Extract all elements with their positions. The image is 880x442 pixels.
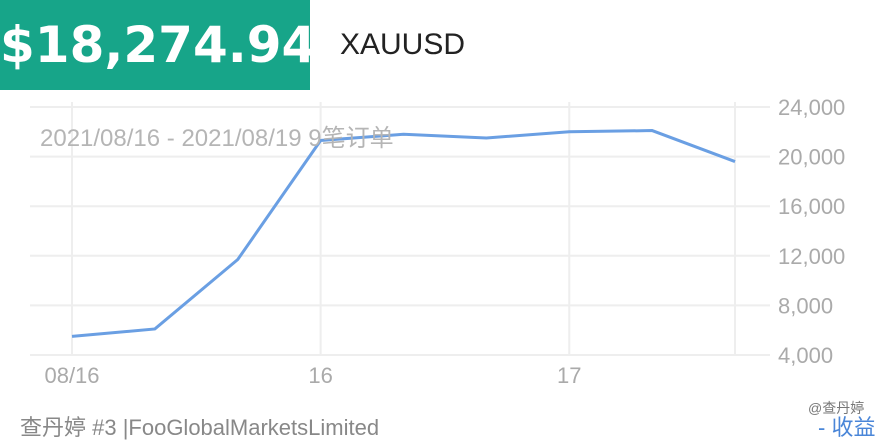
chart-subtitle: 2021/08/16 - 2021/08/19 9笔订单: [40, 118, 394, 153]
y-tick-label: 16,000: [778, 194, 845, 219]
x-tick-label: 16: [308, 363, 332, 388]
y-tick-label: 12,000: [778, 244, 845, 269]
y-tick-label: 20,000: [778, 145, 845, 170]
y-tick-label: 8,000: [778, 293, 833, 318]
legend-entry: - 收益: [818, 410, 875, 442]
symbol-label: XAUUSD: [340, 28, 465, 62]
x-tick-label: 17: [557, 363, 581, 388]
x-tick-label: 08/16: [44, 363, 99, 388]
footer-text: 查丹婷 #3 |FooGlobalMarketsLimited: [20, 410, 379, 442]
y-tick-label: 4,000: [778, 343, 833, 368]
price-badge: $18,274.94: [0, 0, 310, 90]
y-tick-label: 24,000: [778, 95, 845, 120]
